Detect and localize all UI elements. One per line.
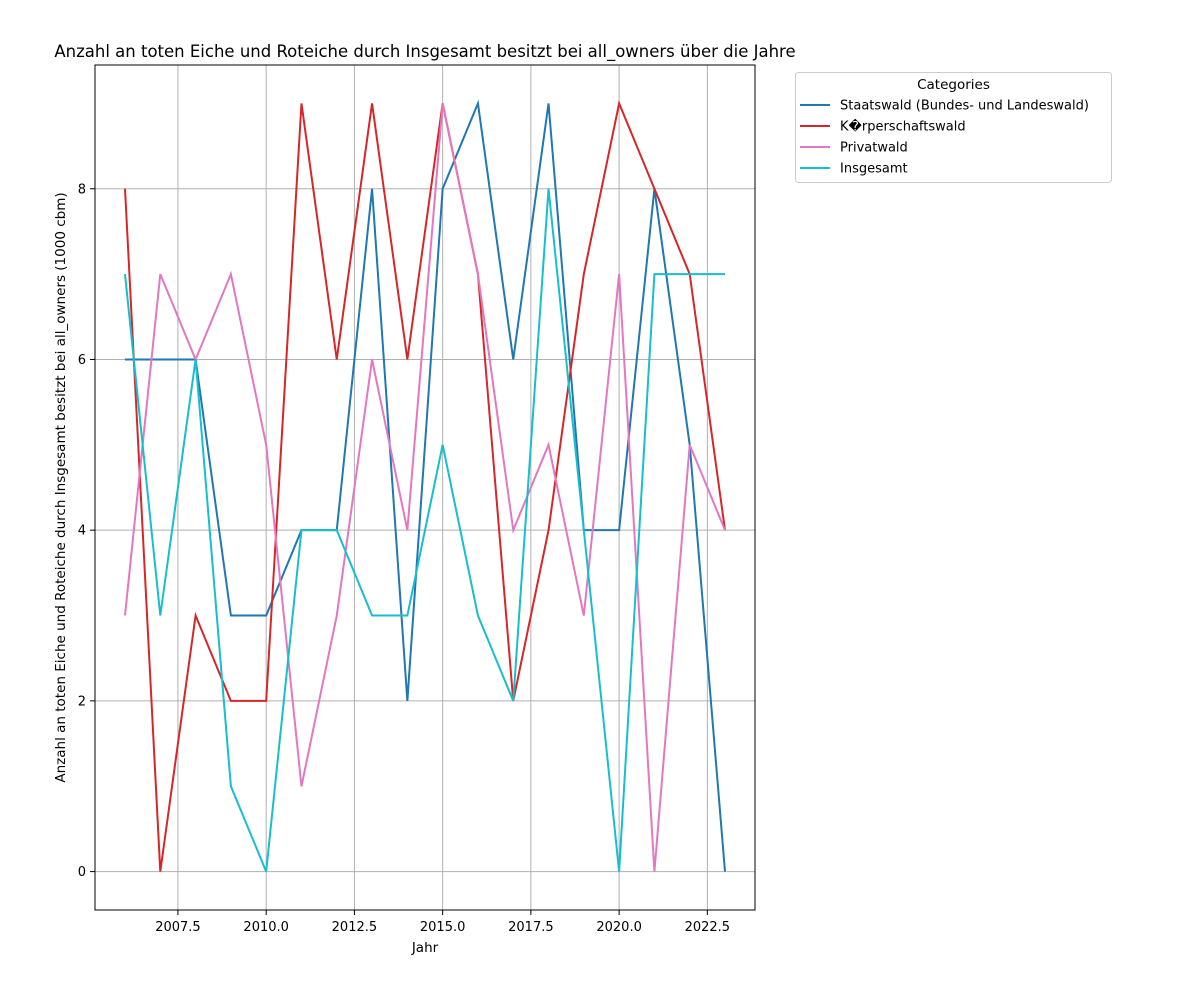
legend-label: K�rperschaftswald bbox=[840, 118, 966, 135]
legend-label: Insgesamt bbox=[840, 162, 908, 177]
y-tick-label: 2 bbox=[78, 694, 86, 709]
x-tick-label: 2020.0 bbox=[596, 920, 642, 935]
y-axis-label: Anzahl an toten Eiche und Roteiche durch… bbox=[53, 192, 69, 782]
x-tick-label: 2010.0 bbox=[243, 920, 289, 935]
plot-frame bbox=[94, 64, 756, 911]
series-line-2 bbox=[124, 100, 726, 872]
x-tick-label: 2012.5 bbox=[332, 920, 378, 935]
chart-title: Anzahl an toten Eiche und Roteiche durch… bbox=[54, 42, 795, 62]
legend-items: Staatswald (Bundes- und Landeswald) K�rpe… bbox=[800, 99, 1089, 177]
y-tick-label: 8 bbox=[78, 182, 86, 197]
x-tick-label: 2007.5 bbox=[155, 920, 201, 935]
legend: Categories Staatswald (Bundes- und Lande… bbox=[795, 72, 1112, 183]
y-tick-label: 4 bbox=[78, 524, 86, 539]
y-tick-label: 0 bbox=[78, 865, 86, 880]
legend-frame bbox=[795, 72, 1112, 183]
x-axis-label: Jahr bbox=[411, 940, 439, 956]
series-line-3 bbox=[124, 103, 726, 872]
series-line-4 bbox=[124, 188, 725, 872]
x-tick-label: 2017.5 bbox=[508, 920, 554, 935]
x-axis-ticks: 2007.5 2010.0 2012.5 2015.0 2017.5 2020.0 2022… bbox=[155, 910, 730, 935]
series-line-1 bbox=[125, 99, 726, 872]
legend-title: Categories bbox=[917, 77, 990, 93]
y-axis-ticks: 0 2 4 6 8 bbox=[78, 182, 95, 880]
legend-label: Privatwald bbox=[840, 141, 908, 156]
y-tick-label: 6 bbox=[78, 353, 86, 368]
x-tick-label: 2022.5 bbox=[685, 920, 731, 935]
x-tick-label: 2015.0 bbox=[420, 920, 466, 935]
series-lines bbox=[124, 99, 726, 872]
legend-label: Staatswald (Bundes- und Landeswald) bbox=[840, 99, 1089, 114]
